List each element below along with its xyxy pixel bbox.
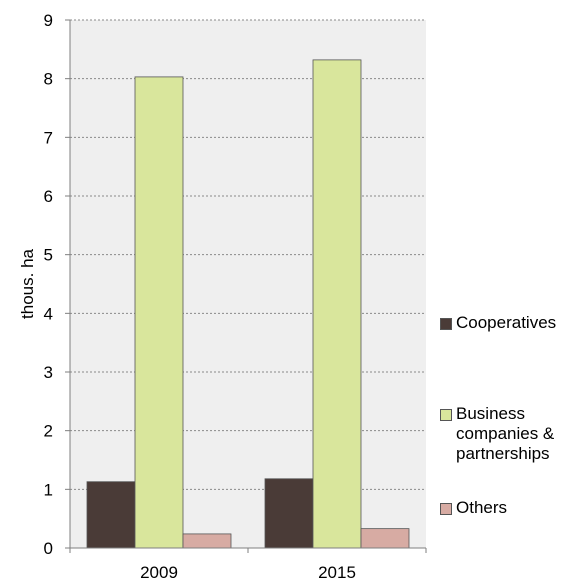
legend-swatch-others [440, 503, 452, 515]
axes [65, 19, 427, 553]
legend-label-others: Others [456, 498, 508, 517]
legend-label-business-companies: Business companies & partnerships [456, 404, 555, 463]
y-tick-label: 1 [44, 480, 53, 499]
legend-swatch-cooperatives [440, 318, 452, 330]
y-tick-label: 4 [44, 304, 53, 323]
bars [86, 59, 410, 549]
y-tick-label: 0 [44, 539, 53, 558]
legend-item-cooperatives: Cooperatives [440, 313, 582, 333]
y-tick-label: 7 [44, 128, 53, 147]
legend-item-others: Others [440, 498, 582, 518]
bar-cooperatives-2009 [86, 481, 136, 549]
y-tick-label: 6 [44, 187, 53, 206]
bar-others-2015 [360, 528, 410, 549]
x-tick-labels: 2009 2015 [140, 563, 356, 582]
y-tick-label: 5 [44, 246, 53, 265]
plot-area [70, 20, 426, 548]
bar-cooperatives-2015 [264, 478, 314, 549]
y-tick-label: 2 [44, 422, 53, 441]
bar-business-companies-partnerships-2009 [134, 76, 184, 549]
legend-label-cooperatives: Cooperatives [456, 313, 557, 332]
y-tick-label: 3 [44, 363, 53, 382]
y-tick-label: 8 [44, 70, 53, 89]
y-tick-label: 9 [44, 11, 53, 30]
gridlines [70, 19, 426, 490]
y-axis-title: thous. ha [18, 248, 37, 318]
legend-swatch-business-companies [440, 409, 452, 421]
x-tick-label: 2015 [318, 563, 356, 582]
legend-item-business-companies: Business companies & partnerships [440, 404, 582, 464]
x-tick-label: 2009 [140, 563, 178, 582]
bar-others-2009 [182, 533, 232, 549]
y-tick-labels: 0 1 2 3 4 5 6 7 8 9 [44, 11, 53, 558]
bar-business-companies-partnerships-2015 [312, 59, 362, 549]
